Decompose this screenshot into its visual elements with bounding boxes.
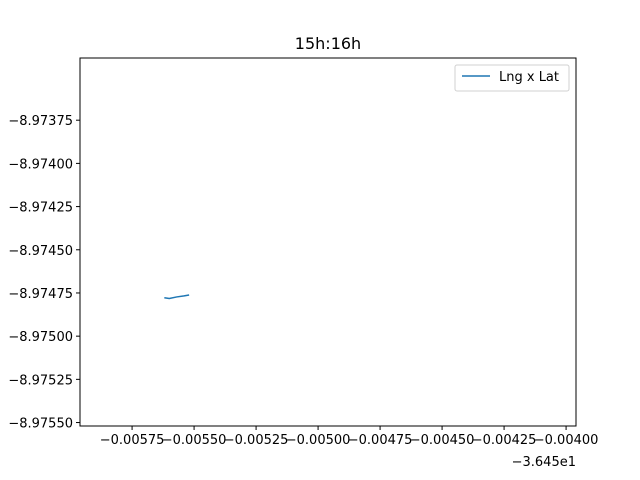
plot-area xyxy=(80,58,576,426)
series-layer xyxy=(164,294,190,300)
legend-box xyxy=(454,64,570,92)
x-tick-label: −0.00575 xyxy=(100,433,165,448)
y-axis: −8.97375 −8.97400 −8.97425 −8.97450 −8.97475… xyxy=(8,114,80,432)
y-tick-label: −8.97400 xyxy=(8,157,73,172)
y-tick-label: −8.97425 xyxy=(8,201,73,216)
y-tick-label: −8.97475 xyxy=(8,287,73,302)
x-tick-label: −0.00450 xyxy=(410,433,475,448)
legend: Lng x Lat xyxy=(454,64,570,92)
plot-frame xyxy=(79,57,577,427)
x-tick-label: −0.00425 xyxy=(472,433,537,448)
x-axis-offset-label: −3.645e1 xyxy=(512,455,576,470)
x-tick-label: −0.00550 xyxy=(162,433,227,448)
y-tick-label: −8.97375 xyxy=(8,114,73,129)
legend-label: Lng x Lat xyxy=(499,70,559,85)
x-tick-label: −0.00475 xyxy=(348,433,413,448)
chart-title: 15h:16h xyxy=(295,34,361,53)
y-tick-label: −8.97500 xyxy=(8,330,73,345)
series-line xyxy=(164,294,190,300)
y-tick-label: −8.97450 xyxy=(8,244,73,259)
x-tick-label: −0.00500 xyxy=(286,433,351,448)
y-tick-label: −8.97525 xyxy=(8,373,73,388)
x-axis: −0.00575−0.00550−0.00525−0.00500−0.00475… xyxy=(100,426,599,448)
x-tick-label: −0.00400 xyxy=(534,433,599,448)
x-tick-label: −0.00525 xyxy=(224,433,289,448)
y-tick-label: −8.97550 xyxy=(8,417,73,432)
